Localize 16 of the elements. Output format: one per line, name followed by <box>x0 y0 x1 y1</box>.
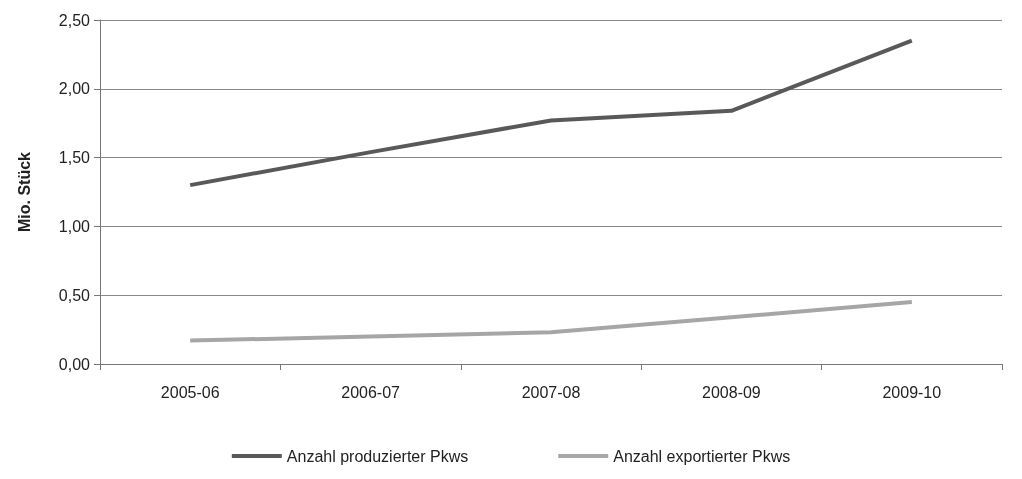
legend-label: Anzahl produzierter Pkws <box>286 447 469 465</box>
y-tick-label: 1,50 <box>58 149 91 167</box>
y-tick-label: 2,00 <box>58 80 91 98</box>
y-tick-label: 0,50 <box>58 286 91 304</box>
legend-label: Anzahl exportierter Pkws <box>613 447 791 465</box>
x-tick-label: 2009-10 <box>882 383 942 401</box>
y-tick-label: 0,00 <box>58 355 91 373</box>
x-tick-label: 2006-07 <box>341 383 401 401</box>
x-tick-label: 2005-06 <box>160 383 220 401</box>
y-tick-label: 1,00 <box>58 217 91 235</box>
line-series <box>188 38 914 188</box>
x-tick-label: 2007-08 <box>521 383 581 401</box>
x-tick-label: 2008-09 <box>702 383 761 401</box>
y-axis-title: Mio. Stück <box>15 151 33 233</box>
y-tick-label: 2,50 <box>58 11 91 29</box>
line-series <box>188 300 914 343</box>
